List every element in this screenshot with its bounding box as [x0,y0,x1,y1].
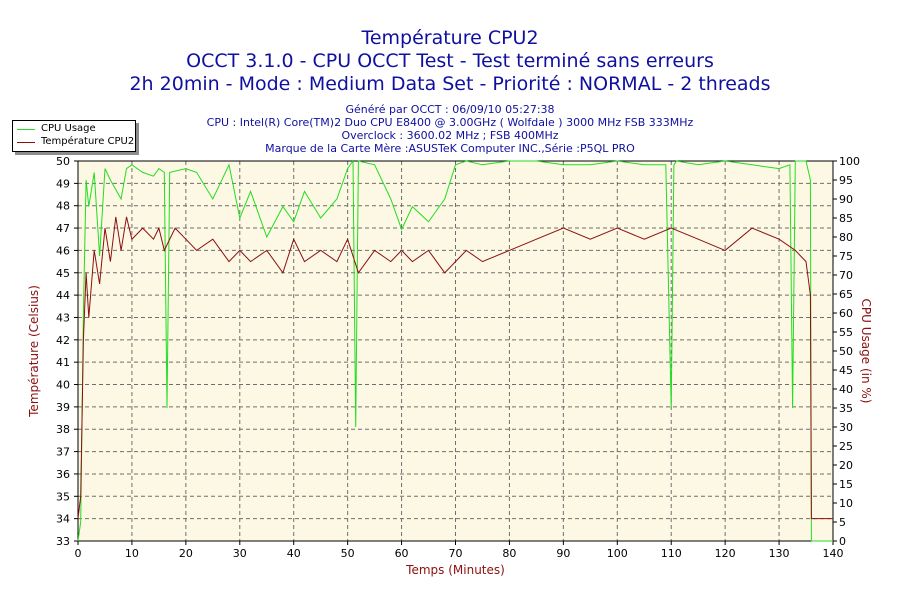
legend-item-cpu-usage: CPU Usage [17,123,96,135]
info-overclock: Overclock : 3600.02 MHz ; FSB 400MHz [341,129,559,142]
x-tick-label: 0 [75,547,82,560]
x-tick-label: 130 [769,547,790,560]
y-left-tick-label: 35 [56,490,70,503]
y-right-tick-label: 75 [839,250,853,263]
x-tick-label: 110 [661,547,682,560]
y-left-tick-label: 40 [56,379,70,392]
legend-item-temperature: Température CPU2 [17,136,134,148]
legend: CPU Usage Température CPU2 [12,120,136,152]
info-motherboard: Marque de la Carte Mère :ASUSTeK Compute… [265,142,635,155]
y-left-tick-label: 38 [56,423,70,436]
legend-label-temperature: Température CPU2 [41,136,135,147]
y-right-tick-label: 60 [839,307,853,320]
x-tick-label: 70 [449,547,463,560]
y-right-tick-label: 20 [839,459,853,472]
y-left-tick-label: 48 [56,200,70,213]
x-axis-label: Temps (Minutes) [405,563,505,577]
series-line-temperature [77,216,833,520]
x-tick-label: 140 [823,547,844,560]
chart-title: Température CPU2 [361,27,539,49]
x-tick-label: 80 [502,547,516,560]
x-tick-label: 40 [287,547,301,560]
y-left-tick-label: 34 [56,513,70,526]
x-tick-label: 60 [395,547,409,560]
y-right-tick-label: 30 [839,421,853,434]
y-left-tick-label: 46 [56,244,70,257]
y-left-axis-label: Température (Celsius) [27,285,41,418]
y-left-tick-label: 44 [56,289,70,302]
x-tick-label: 50 [341,547,355,560]
y-left-tick-label: 49 [56,177,70,190]
y-left-tick-label: 47 [56,222,70,235]
x-tick-label: 30 [233,547,247,560]
y-left-tick-label: 33 [56,535,70,548]
y-left-tick-label: 37 [56,446,70,459]
y-left-tick-label: 43 [56,311,70,324]
y-left-tick-label: 36 [56,468,70,481]
y-right-tick-label: 80 [839,231,853,244]
y-right-tick-label: 45 [839,364,853,377]
y-right-tick-label: 100 [839,155,860,168]
y-right-tick-label: 35 [839,402,853,415]
y-right-axis-label: CPU Usage (in %) [859,299,873,404]
info-generated: Généré par OCCT : 06/09/10 05:27:38 [345,103,555,116]
y-right-tick-label: 85 [839,212,853,225]
x-tick-label: 90 [556,547,570,560]
y-right-tick-label: 10 [839,497,853,510]
y-left-tick-label: 39 [56,401,70,414]
legend-label-cpu-usage: CPU Usage [41,123,96,134]
y-right-tick-label: 95 [839,174,853,187]
y-left-tick-label: 45 [56,267,70,280]
x-tick-label: 100 [607,547,628,560]
legend-swatch-cpu-usage [17,128,35,130]
y-right-tick-label: 40 [839,383,853,396]
y-right-tick-label: 0 [839,535,846,548]
y-right-tick-label: 25 [839,440,853,453]
chart-subtitle-test: OCCT 3.1.0 - CPU OCCT Test - Test termin… [186,50,714,72]
y-right-tick-label: 90 [839,193,853,206]
x-tick-label: 120 [715,547,736,560]
y-right-tick-label: 65 [839,288,853,301]
x-tick-label: 10 [125,547,139,560]
y-right-tick-label: 55 [839,326,853,339]
series-line-cpu-usage [77,159,833,542]
y-right-tick-label: 15 [839,478,853,491]
y-left-tick-label: 50 [56,155,70,168]
y-right-tick-label: 50 [839,345,853,358]
y-right-tick-label: 70 [839,269,853,282]
y-left-tick-label: 41 [56,356,70,369]
y-left-tick-label: 42 [56,334,70,347]
y-right-tick-label: 5 [839,516,846,529]
plot-frame [77,160,834,542]
legend-swatch-temperature [17,141,35,143]
x-tick-label: 20 [179,547,193,560]
chart-subtitle-mode: 2h 20min - Mode : Medium Data Set - Prio… [129,73,771,95]
info-cpu: CPU : Intel(R) Core(TM)2 Duo CPU E8400 @… [206,116,694,129]
